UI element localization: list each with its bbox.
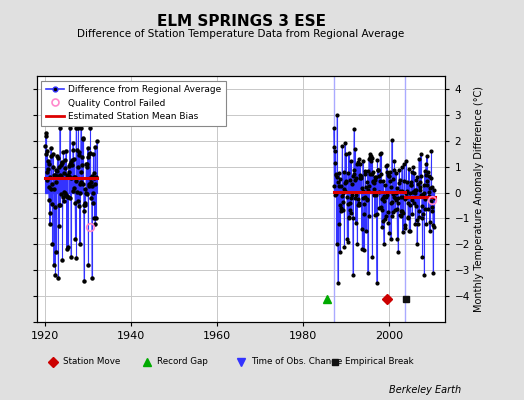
Y-axis label: Monthly Temperature Anomaly Difference (°C): Monthly Temperature Anomaly Difference (… <box>474 86 484 312</box>
Text: Empirical Break: Empirical Break <box>345 358 414 366</box>
Text: Record Gap: Record Gap <box>157 358 208 366</box>
Text: Station Move: Station Move <box>63 358 121 366</box>
Text: Time of Obs. Change: Time of Obs. Change <box>252 358 343 366</box>
Text: Berkeley Earth: Berkeley Earth <box>389 385 461 395</box>
Legend: Difference from Regional Average, Quality Control Failed, Estimated Station Mean: Difference from Regional Average, Qualit… <box>41 80 226 126</box>
Text: ELM SPRINGS 3 ESE: ELM SPRINGS 3 ESE <box>157 14 325 30</box>
Text: Difference of Station Temperature Data from Regional Average: Difference of Station Temperature Data f… <box>78 29 405 39</box>
